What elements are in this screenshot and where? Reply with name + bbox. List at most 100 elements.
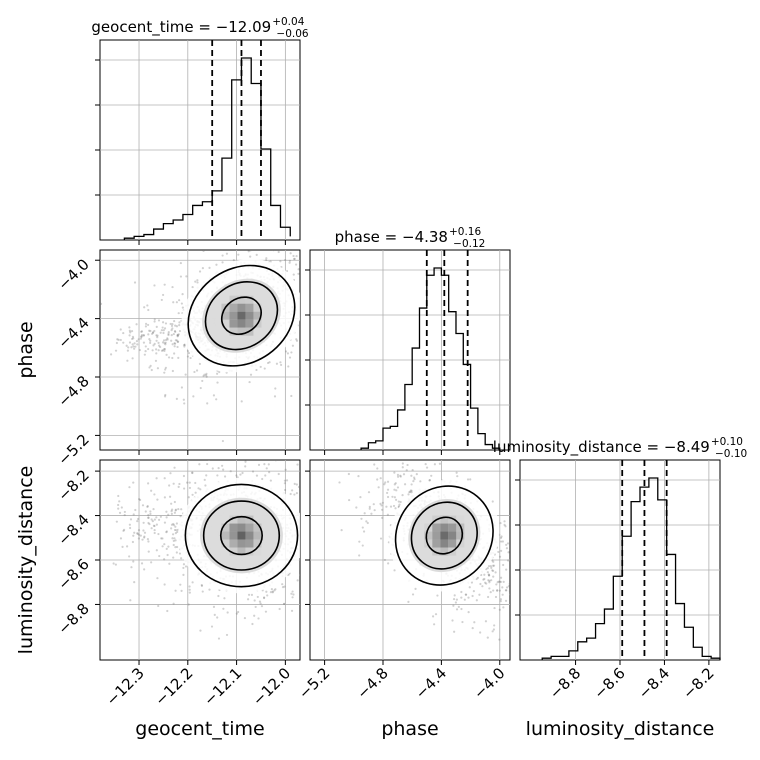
sample-point — [165, 516, 168, 519]
density-pixel — [432, 531, 441, 540]
sample-point — [342, 474, 344, 476]
sample-point — [210, 625, 214, 628]
sample-point — [164, 343, 167, 346]
sample-point — [173, 352, 176, 355]
sample-point — [311, 534, 313, 536]
sample-point — [586, 554, 588, 556]
sample-point — [125, 344, 128, 347]
sample-point — [464, 593, 467, 596]
sample-point — [299, 259, 300, 261]
sample-point — [243, 616, 247, 620]
sample-point — [367, 491, 371, 494]
sample-point — [156, 577, 159, 580]
sample-point — [194, 280, 197, 283]
sample-point — [299, 574, 300, 577]
sample-point — [175, 551, 178, 554]
density-pixel — [432, 539, 441, 548]
sample-point — [274, 387, 277, 390]
sample-point — [156, 367, 160, 370]
sample-point — [184, 373, 187, 376]
sample-point — [401, 466, 404, 469]
sample-point — [283, 482, 287, 485]
sample-point — [257, 463, 261, 466]
sample-point — [153, 531, 156, 535]
sample-point — [471, 594, 474, 598]
sample-point — [409, 489, 412, 492]
sample-point — [289, 492, 292, 496]
sample-point — [297, 272, 300, 275]
sample-point — [479, 631, 482, 634]
sample-point — [158, 344, 161, 347]
sample-point — [140, 335, 143, 338]
sample-point — [455, 471, 458, 474]
sample-point — [360, 517, 363, 520]
sample-point — [494, 595, 498, 599]
y-tick-label: −4.0 — [54, 255, 92, 293]
sample-point — [284, 350, 288, 353]
sample-point — [307, 616, 309, 618]
sample-point — [195, 369, 199, 372]
sample-point — [336, 536, 338, 538]
sample-point — [172, 522, 175, 526]
sample-point — [272, 235, 274, 237]
sample-point — [235, 474, 238, 477]
sample-point — [326, 538, 328, 540]
sample-point — [283, 479, 287, 482]
sample-point — [136, 532, 139, 535]
sample-point — [402, 473, 406, 476]
density-pixel — [237, 523, 246, 532]
sample-point — [286, 352, 290, 355]
density-pixel — [221, 319, 230, 328]
sample-point — [383, 483, 386, 486]
x-tick-label: −4.4 — [412, 664, 450, 702]
sample-point — [517, 564, 519, 566]
sample-point — [307, 281, 309, 283]
density-pixel — [448, 539, 457, 548]
sample-point — [362, 530, 366, 533]
sample-point — [235, 612, 238, 615]
sample-point — [338, 549, 340, 551]
sample-point — [328, 574, 330, 576]
sample-point — [148, 329, 151, 332]
sample-point — [461, 620, 464, 624]
sample-point — [386, 488, 390, 491]
sample-point — [297, 485, 300, 489]
sample-point — [295, 254, 298, 258]
sample-point — [318, 582, 320, 584]
sample-point — [265, 467, 268, 470]
sample-point — [167, 332, 170, 335]
sample-point — [237, 610, 240, 614]
sample-point — [428, 479, 431, 482]
sample-point — [217, 637, 221, 640]
sample-point — [387, 562, 390, 565]
sample-point — [272, 250, 275, 252]
sample-point — [303, 527, 305, 529]
sample-point — [122, 341, 125, 344]
sample-point — [381, 508, 384, 511]
sample-point — [325, 287, 327, 289]
density-pixel — [229, 319, 238, 328]
density-pixel — [253, 327, 262, 336]
hist-panel-luminosity_distance — [515, 460, 721, 660]
sample-point — [388, 437, 390, 439]
panel-frame — [99, 39, 301, 241]
sample-point — [250, 593, 254, 596]
sample-point — [489, 564, 492, 568]
sample-point — [302, 540, 304, 542]
density-pixel — [253, 531, 262, 540]
sample-point — [370, 512, 373, 515]
sample-point — [148, 366, 151, 369]
sample-point — [138, 348, 141, 352]
sample-point — [379, 502, 382, 505]
sample-point — [381, 501, 384, 504]
sample-point — [179, 261, 182, 265]
x-tick-label: −4.0 — [470, 664, 508, 702]
sample-point — [117, 494, 120, 498]
density-pixel — [253, 539, 262, 548]
sample-point — [456, 475, 459, 478]
sample-point — [170, 512, 173, 516]
sample-point — [148, 522, 151, 526]
sample-point — [380, 504, 383, 507]
sample-point — [317, 278, 319, 280]
sample-point — [174, 339, 177, 342]
